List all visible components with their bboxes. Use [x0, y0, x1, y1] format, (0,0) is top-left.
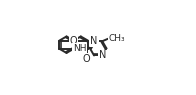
Text: O: O — [82, 54, 90, 64]
Text: NH: NH — [73, 44, 86, 53]
Text: O: O — [70, 36, 77, 46]
Text: N: N — [90, 36, 98, 46]
Text: CH₃: CH₃ — [109, 34, 125, 43]
Text: N: N — [99, 50, 106, 61]
